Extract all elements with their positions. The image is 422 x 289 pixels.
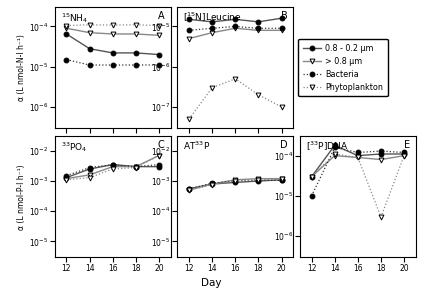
Text: AT$^{33}$P: AT$^{33}$P: [183, 140, 210, 153]
Text: E: E: [404, 140, 410, 150]
Text: [$^{33}$P]DNA: [$^{33}$P]DNA: [306, 140, 348, 153]
Text: $^{15}$NH$_4$: $^{15}$NH$_4$: [61, 11, 88, 25]
Text: [$^{15}$N]Leucine: [$^{15}$N]Leucine: [183, 11, 242, 24]
Text: B: B: [281, 11, 287, 21]
Text: D: D: [280, 140, 287, 150]
Legend: 0.8 - 0.2 μm, > 0.8 μm, Bacteria, Phytoplankton: 0.8 - 0.2 μm, > 0.8 μm, Bacteria, Phytop…: [298, 39, 387, 97]
Text: C: C: [158, 140, 165, 150]
Text: A: A: [158, 11, 165, 21]
Y-axis label: α (L nmol-P-l h⁻¹): α (L nmol-P-l h⁻¹): [17, 164, 26, 230]
Y-axis label: α (L nmol-N-l h⁻¹): α (L nmol-N-l h⁻¹): [17, 34, 26, 101]
Text: $^{33}$PO$_4$: $^{33}$PO$_4$: [61, 140, 87, 154]
Text: Day: Day: [201, 278, 221, 288]
